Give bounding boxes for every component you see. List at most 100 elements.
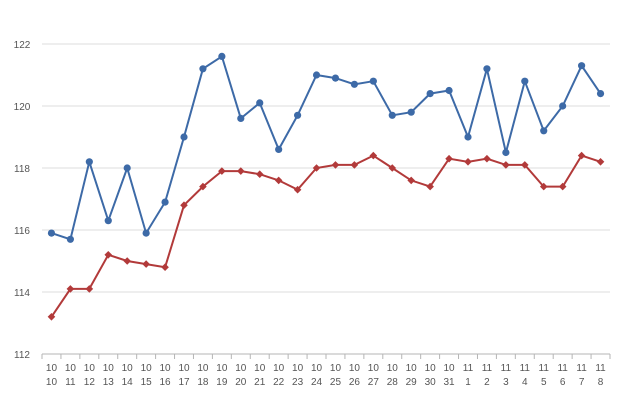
x-tick-label-month: 11 xyxy=(501,363,512,374)
x-tick-label-month: 10 xyxy=(425,363,437,374)
x-tick-label-day: 24 xyxy=(311,377,323,388)
data-point xyxy=(199,182,207,191)
data-point xyxy=(85,158,93,166)
x-tick-label-day: 6 xyxy=(560,377,566,388)
x-tick-label-day: 11 xyxy=(65,377,76,388)
x-tick-label-month: 10 xyxy=(84,363,96,374)
data-point xyxy=(256,99,264,107)
x-tick-label-day: 15 xyxy=(141,377,153,388)
data-point xyxy=(521,77,529,85)
data-point xyxy=(85,285,94,293)
x-tick-label-month: 10 xyxy=(103,363,115,374)
data-point xyxy=(388,164,397,172)
y-tick-label: 120 xyxy=(14,102,31,113)
x-tick-label-day: 1 xyxy=(465,377,471,388)
data-point xyxy=(161,198,169,206)
data-point xyxy=(237,167,245,175)
x-tick-label-day: 8 xyxy=(598,377,604,388)
data-point xyxy=(312,164,321,172)
x-tick-label-day: 19 xyxy=(216,377,228,388)
x-tick-label-day: 22 xyxy=(273,377,285,388)
x-tick-label-month: 10 xyxy=(197,363,209,374)
data-point xyxy=(274,176,283,185)
x-tick-label-month: 11 xyxy=(539,363,550,374)
data-point xyxy=(521,161,529,169)
data-point xyxy=(539,182,548,191)
data-point xyxy=(142,260,150,268)
x-tick-label-month: 10 xyxy=(349,363,361,374)
data-point xyxy=(312,71,321,79)
series-line xyxy=(51,54,602,241)
data-point xyxy=(426,90,434,98)
x-tick-label-month: 10 xyxy=(65,363,77,374)
x-tick-label-day: 21 xyxy=(254,377,266,388)
x-tick-label-day: 16 xyxy=(160,377,172,388)
data-point xyxy=(426,182,434,191)
x-tick-label-month: 11 xyxy=(557,363,568,374)
x-tick-label-day: 29 xyxy=(406,377,418,388)
x-tick-label-day: 20 xyxy=(235,377,247,388)
x-tick-label-day: 25 xyxy=(330,377,342,388)
x-tick-label-month: 10 xyxy=(292,363,304,374)
x-tick-label-month: 10 xyxy=(368,363,380,374)
x-tick-label-day: 17 xyxy=(178,377,190,388)
x-tick-label-day: 28 xyxy=(387,377,399,388)
data-point xyxy=(483,154,491,163)
data-point xyxy=(275,145,283,153)
x-tick-label-month: 10 xyxy=(311,363,323,374)
data-point xyxy=(464,158,472,166)
x-tick-label-day: 18 xyxy=(197,377,209,388)
x-tick-label-month: 10 xyxy=(216,363,228,374)
data-point xyxy=(559,102,567,110)
data-point xyxy=(293,185,302,194)
data-point xyxy=(388,111,396,119)
data-point xyxy=(502,148,510,157)
x-tick-label-day: 2 xyxy=(484,377,490,388)
data-point xyxy=(331,74,340,82)
x-tick-label-month: 10 xyxy=(178,363,190,374)
data-point xyxy=(47,229,56,237)
gridlines xyxy=(42,43,610,355)
y-tick-label: 122 xyxy=(14,40,31,51)
x-tick-label-month: 10 xyxy=(444,363,456,374)
y-tick-label: 112 xyxy=(14,350,30,361)
data-point xyxy=(142,229,150,237)
y-tick-label: 114 xyxy=(14,288,30,299)
x-tick-label-month: 10 xyxy=(254,363,266,374)
data-point xyxy=(255,170,264,178)
x-tick-label-month: 10 xyxy=(46,363,58,374)
x-tick-label-month: 11 xyxy=(595,363,606,374)
data-point xyxy=(407,108,415,116)
data-point xyxy=(66,285,75,293)
data-point xyxy=(407,176,415,185)
x-tick-label-day: 30 xyxy=(425,377,437,388)
x-tick-label-month: 10 xyxy=(273,363,285,374)
data-point xyxy=(199,65,207,73)
x-tick-label-month: 11 xyxy=(520,363,531,374)
x-tick-label-day: 23 xyxy=(292,377,304,388)
data-point xyxy=(483,65,491,73)
x-tick-label-month: 11 xyxy=(463,363,474,374)
data-point xyxy=(578,62,586,70)
x-tick-label-day: 27 xyxy=(368,377,380,388)
data-point xyxy=(350,80,358,88)
x-tick-label-month: 11 xyxy=(482,363,493,374)
x-tick-label-month: 11 xyxy=(576,363,587,374)
data-point xyxy=(558,182,567,191)
data-point xyxy=(464,133,472,141)
data-point xyxy=(331,161,340,169)
series-line xyxy=(50,154,601,318)
data-point xyxy=(502,161,510,169)
y-axis-ticks: 112 114 116 118 120 122 xyxy=(14,40,31,361)
data-point xyxy=(180,201,188,209)
x-tick-label-day: 14 xyxy=(122,377,134,388)
data-point xyxy=(123,164,131,172)
series-1 xyxy=(47,52,605,243)
x-tick-label-month: 10 xyxy=(330,363,342,374)
data-point xyxy=(596,90,605,98)
data-point xyxy=(294,111,302,119)
x-tick-label-day: 13 xyxy=(103,377,115,388)
data-point xyxy=(369,77,377,85)
x-tick-label-month: 10 xyxy=(235,363,247,374)
